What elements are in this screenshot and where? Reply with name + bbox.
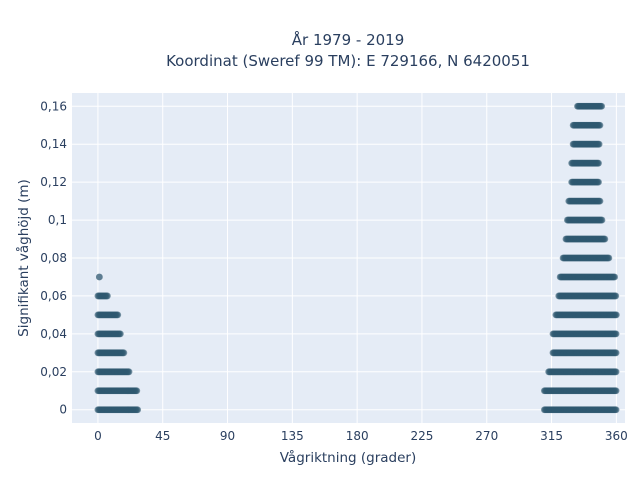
- scatter-point: [598, 216, 606, 224]
- x-tick-label: 0: [94, 429, 102, 443]
- scatter-point: [104, 292, 111, 300]
- x-tick-label: 360: [605, 429, 628, 443]
- scatter-point: [598, 102, 606, 110]
- x-tick-label: 315: [540, 429, 563, 443]
- x-tick-label: 180: [346, 429, 369, 443]
- scatter-point: [601, 235, 609, 243]
- y-tick-label: 0,02: [40, 365, 67, 379]
- scatter-point: [612, 311, 620, 319]
- scatter-point: [95, 273, 103, 281]
- y-tick-label: 0,08: [40, 251, 67, 265]
- scatter-point: [612, 349, 620, 357]
- x-axis-title: Vågriktning (grader): [280, 449, 417, 466]
- x-tick-label: 225: [410, 429, 433, 443]
- scatter-point: [611, 273, 619, 281]
- y-tick-label: 0,16: [40, 99, 67, 113]
- scatter-point: [612, 387, 620, 395]
- scatter-points: [94, 102, 620, 414]
- scatter-point: [133, 387, 141, 395]
- y-tick-label: 0,14: [40, 137, 67, 151]
- scatter-point: [612, 330, 620, 338]
- x-tick-label: 90: [220, 429, 235, 443]
- scatter-point: [114, 311, 122, 319]
- grid: [72, 93, 625, 423]
- scatter-point: [125, 368, 133, 376]
- scatter-point: [595, 140, 603, 148]
- scatter-point: [595, 159, 602, 167]
- x-axis-ticks: 0 45 90 135 180 225 270 315 360: [94, 429, 628, 443]
- y-tick-label: 0,1: [48, 213, 67, 227]
- y-tick-label: 0,04: [40, 327, 67, 341]
- y-tick-label: 0,06: [40, 289, 67, 303]
- chart-subtitle: Koordinat (Sweref 99 TM): E 729166, N 64…: [166, 52, 530, 70]
- scatter-point: [612, 406, 620, 414]
- scatter-point: [605, 254, 613, 262]
- y-axis-ticks: 0 0,02 0,04 0,06 0,08 0,1 0,12 0,14 0,16: [40, 99, 67, 416]
- scatter-point: [596, 121, 604, 129]
- y-axis-title: Signifikant våghöjd (m): [15, 179, 32, 337]
- scatter-point: [612, 292, 620, 300]
- scatter-point: [134, 406, 142, 414]
- y-tick-label: 0,12: [40, 175, 67, 189]
- x-tick-label: 135: [281, 429, 304, 443]
- scatter-point: [596, 197, 604, 205]
- scatter-point: [120, 349, 128, 357]
- scatter-point: [612, 368, 620, 376]
- scatter-point: [116, 330, 124, 338]
- chart-title: År 1979 - 2019: [292, 30, 405, 49]
- y-tick-label: 0: [59, 403, 67, 417]
- scatter-point: [595, 178, 602, 186]
- x-tick-label: 45: [155, 429, 170, 443]
- x-tick-label: 270: [475, 429, 498, 443]
